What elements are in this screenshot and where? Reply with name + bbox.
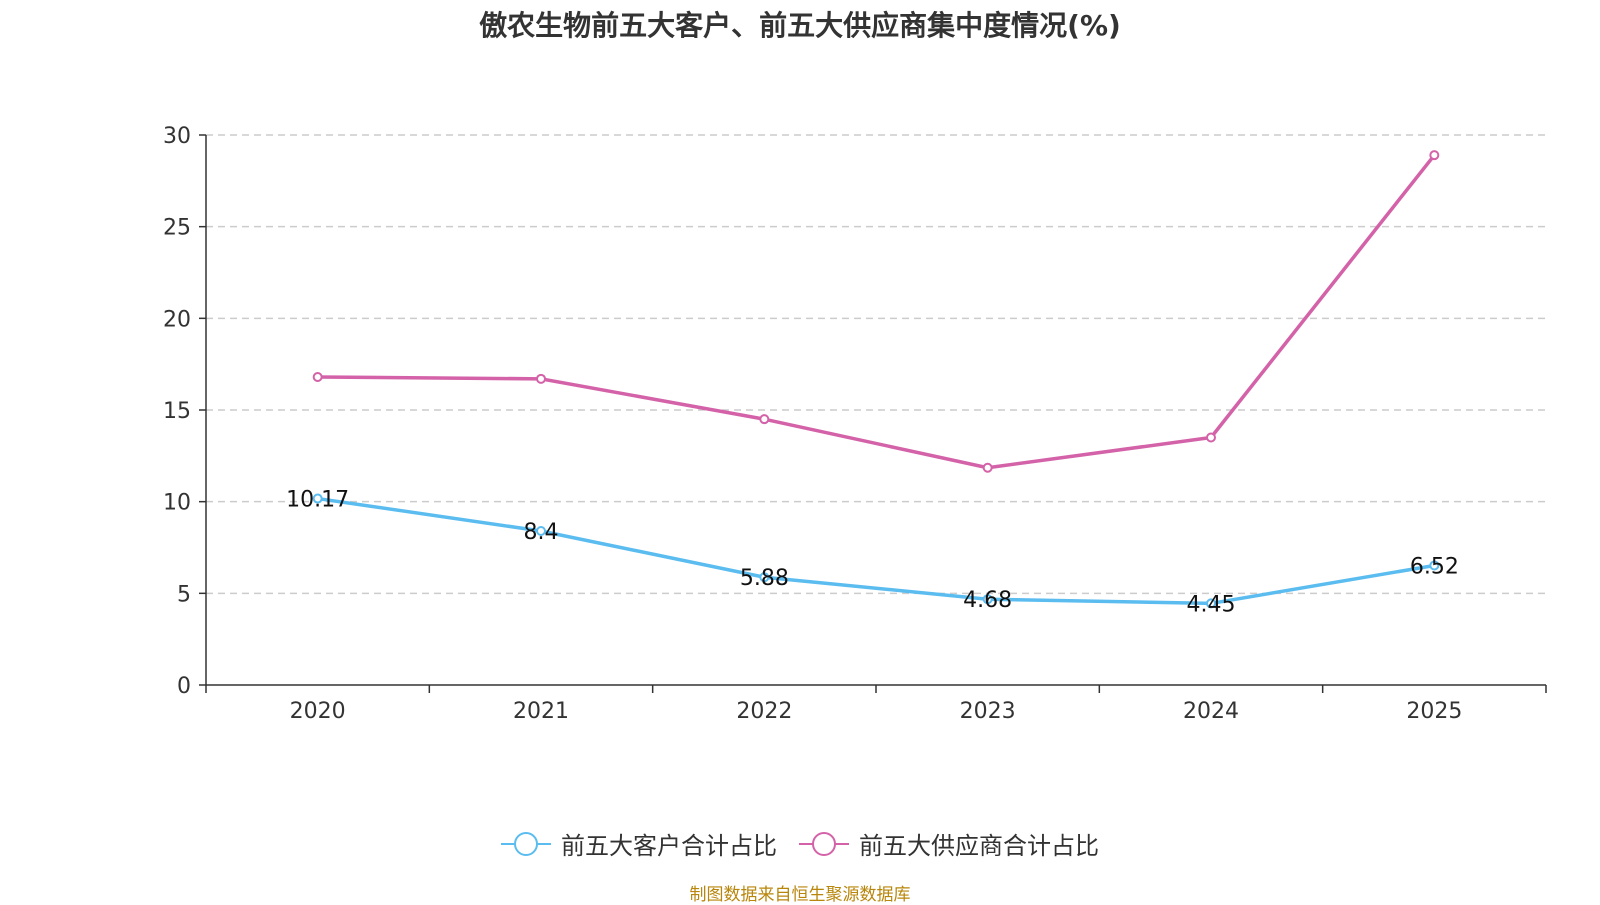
data-point bbox=[982, 594, 993, 605]
y-tick-label: 0 bbox=[177, 674, 191, 699]
x-tick-label: 2023 bbox=[960, 699, 1016, 724]
series-line-0 bbox=[317, 496, 1435, 606]
data-labels: 10.17 8.4 5.88 4.68 4.45 6.52 bbox=[286, 488, 1459, 618]
grid-lines bbox=[206, 134, 1546, 595]
x-tick-label: 2021 bbox=[513, 699, 569, 724]
y-tick-label: 10 bbox=[163, 491, 191, 516]
data-point bbox=[536, 526, 546, 536]
source-note: 制图数据来自恒生聚源数据库 bbox=[689, 885, 911, 905]
chart-title: 傲农生物前五大客户、前五大供应商集中度情况(%) bbox=[479, 9, 1121, 42]
data-point bbox=[1206, 598, 1216, 609]
data-point bbox=[759, 414, 770, 425]
x-tick-label: 2025 bbox=[1406, 699, 1462, 724]
y-tick-label: 20 bbox=[163, 307, 191, 332]
data-point bbox=[312, 372, 323, 382]
data-label: 5.88 bbox=[740, 566, 789, 591]
data-label: 4.68 bbox=[963, 588, 1012, 613]
y-tick-label: 30 bbox=[163, 124, 191, 149]
data-label: 4.45 bbox=[1187, 592, 1236, 617]
data-point bbox=[759, 572, 770, 583]
legend-customers-marker-icon bbox=[501, 831, 551, 856]
legend-suppliers-label: 前五大供应商合计占比 bbox=[859, 832, 1099, 860]
series-line-1 bbox=[317, 154, 1436, 470]
data-label: 8.4 bbox=[524, 520, 559, 545]
data-point bbox=[1206, 432, 1216, 443]
series bbox=[312, 150, 1440, 609]
data-label: 6.52 bbox=[1410, 554, 1459, 579]
data-point bbox=[1429, 150, 1440, 161]
data-point bbox=[312, 493, 323, 504]
y-tick-label: 5 bbox=[177, 582, 191, 607]
data-point bbox=[982, 462, 993, 473]
legend-item-customers[interactable]: 前五大客户合计占比 bbox=[501, 826, 777, 861]
x-tick-label: 2020 bbox=[290, 699, 346, 724]
legend-suppliers-marker-icon bbox=[799, 831, 849, 856]
legend-customers-label: 前五大客户合计占比 bbox=[561, 832, 777, 860]
data-point bbox=[536, 373, 546, 384]
data-label: 10.17 bbox=[286, 488, 349, 513]
x-tick-label: 2024 bbox=[1183, 699, 1239, 724]
x-tick-label: 2022 bbox=[736, 699, 792, 724]
legend: 前五大客户合计占比 前五大供应商合计占比 bbox=[0, 826, 1600, 861]
y-tick-label: 15 bbox=[163, 399, 191, 424]
data-point bbox=[1429, 560, 1440, 571]
y-tick-label: 25 bbox=[163, 216, 191, 241]
legend-item-suppliers[interactable]: 前五大供应商合计占比 bbox=[799, 826, 1099, 861]
